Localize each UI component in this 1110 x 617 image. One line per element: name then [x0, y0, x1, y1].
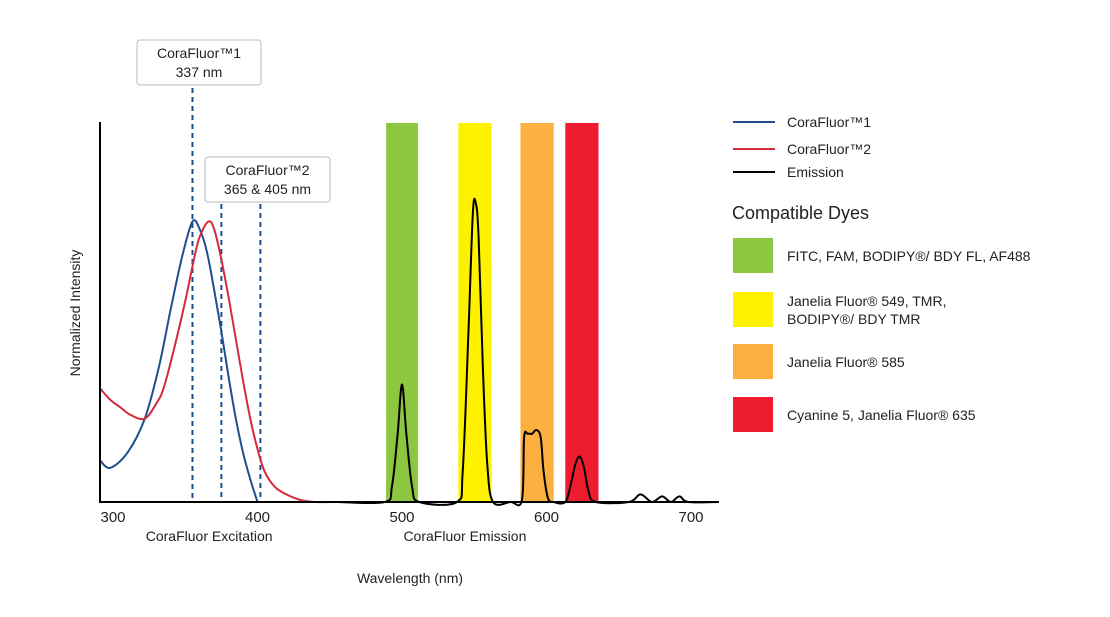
annotation-box [136, 39, 262, 86]
dye-label: FITC, FAM, BODIPY®/ BDY FL, AF488 [787, 248, 1031, 264]
dye-label: BODIPY®/ BDY TMR [787, 311, 921, 327]
x-group-label: CoraFluor Excitation [146, 528, 273, 544]
x-axis-label: Wavelength (nm) [357, 570, 463, 586]
dye-swatch [733, 344, 773, 379]
legend-label: CoraFluor™1 [787, 114, 871, 130]
x-group-label: CoraFluor Emission [403, 528, 526, 544]
legend-label: CoraFluor™2 [787, 141, 871, 157]
annotation-title: CoraFluor™2 [225, 162, 309, 178]
dye-swatch [733, 397, 773, 432]
x-tick-label: 300 [100, 509, 125, 526]
dye-swatch [733, 292, 773, 327]
x-tick-label: 500 [389, 509, 414, 526]
x-tick-label: 700 [678, 509, 703, 526]
x-tick-label: 400 [245, 509, 270, 526]
dye-label: Janelia Fluor® 549, TMR, [787, 293, 946, 309]
legend-title: Compatible Dyes [732, 203, 869, 223]
dye-band-3 [565, 123, 599, 502]
legend-label: Emission [787, 164, 844, 180]
annotation-value: 337 nm [176, 64, 223, 80]
dye-label: Janelia Fluor® 585 [787, 354, 905, 370]
x-tick-label: 600 [534, 509, 559, 526]
dye-band-2 [520, 123, 554, 502]
series-line-1 [99, 220, 337, 504]
annotation-value: 365 & 405 nm [224, 181, 311, 197]
annotation-title: CoraFluor™1 [157, 45, 241, 61]
y-axis-label: Normalized Intensity [67, 250, 83, 377]
dye-label: Cyanine 5, Janelia Fluor® 635 [787, 407, 976, 423]
annotation-box [204, 156, 331, 203]
dye-swatch [733, 238, 773, 273]
series-line-0 [99, 219, 259, 503]
dye-band-0 [386, 123, 418, 502]
